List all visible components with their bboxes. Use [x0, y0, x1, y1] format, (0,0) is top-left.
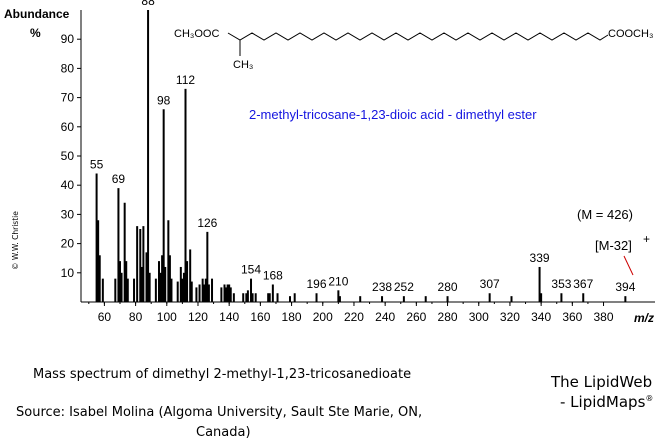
y-axis-title: Abundance: [4, 7, 70, 21]
peak-label: 126: [197, 216, 217, 230]
peak-label: 154: [241, 263, 261, 277]
fragment-superscript: +: [643, 232, 650, 246]
peak-label: 394: [615, 280, 635, 294]
y-tick-label: 50: [61, 149, 75, 163]
peak-label: 55: [90, 158, 104, 172]
x-tick-label: 360: [562, 310, 582, 324]
peak-label: 339: [530, 251, 550, 265]
x-tick-label: 60: [98, 310, 112, 324]
x-tick-label: 80: [129, 310, 143, 324]
x-tick-label: 160: [250, 310, 270, 324]
x-tick-label: 240: [375, 310, 395, 324]
peaks-layer: [95, 10, 627, 302]
x-tick-label: 320: [500, 310, 520, 324]
x-tick-label: 220: [344, 310, 364, 324]
x-tick-label: 340: [531, 310, 551, 324]
registered-mark: ®: [645, 394, 654, 403]
x-axis-title: m/z: [634, 311, 654, 325]
fragment-label: [M-32]: [595, 238, 632, 253]
x-tick-label: 380: [594, 310, 614, 324]
peak-label: 88: [141, 0, 155, 8]
source-line-1: Source: Isabel Molina (Algoma University…: [16, 405, 423, 420]
peak-label: 353: [551, 277, 571, 291]
peak-label: 69: [112, 172, 126, 186]
peak-label: 196: [307, 277, 327, 291]
peak-label: 112: [176, 73, 195, 87]
brand-line-2-text: - LipidMaps: [560, 393, 646, 411]
source-line-2: Canada): [196, 425, 251, 440]
x-tick-label: 260: [406, 310, 426, 324]
x-tick-label: 120: [188, 310, 208, 324]
y-tick-label: 80: [61, 61, 75, 75]
axes-layer: [80, 10, 655, 303]
y-tick-label: 70: [61, 91, 75, 105]
peak-label: 307: [480, 277, 500, 291]
x-tick-label: 300: [469, 310, 489, 324]
x-tick-label: 200: [313, 310, 333, 324]
peak-label: 168: [263, 268, 283, 282]
y-tick-label: 90: [61, 32, 75, 46]
brand-line-1: The LipidWeb: [551, 373, 653, 391]
ticks-layer: 60 80 100 120 140 160 180 200 220 240 260 280 300 320…: [61, 32, 614, 324]
peak-label: 98: [157, 93, 171, 107]
structure-skeleton: [227, 32, 609, 41]
x-tick-label: 100: [157, 310, 177, 324]
peak-label: 210: [328, 274, 348, 288]
brand-line-2: - LipidMaps®: [560, 393, 653, 411]
structure-diagram: CH₃OOC CH₃ COOCH₃: [174, 28, 653, 71]
peak-label: 280: [438, 280, 458, 294]
molecular-ion-label: (M = 426): [577, 207, 633, 222]
y-axis-unit: %: [30, 26, 41, 40]
y-tick-label: 10: [61, 266, 75, 280]
structure-branch-group: CH₃: [233, 59, 253, 71]
figure-caption: Mass spectrum of dimethyl 2-methyl-1,23-…: [33, 367, 412, 382]
x-tick-label: 140: [219, 310, 239, 324]
y-tick-label: 30: [61, 207, 75, 221]
mass-spectrum-chart: 60 80 100 120 140 160 180 200 220 240 260 280 300 320…: [4, 0, 655, 325]
x-tick-label: 280: [438, 310, 458, 324]
y-tick-label: 60: [61, 120, 75, 134]
x-tick-label: 180: [282, 310, 302, 324]
structure-left-group: CH₃OOC: [174, 28, 219, 40]
peak-label: 238: [372, 280, 392, 294]
fragment-pointer-line: [623, 255, 634, 276]
peak-label: 252: [394, 280, 414, 294]
copyright-text: © W.W. Christie: [11, 211, 20, 270]
compound-name: 2-methyl-tricosane-1,23-dioic acid - dim…: [249, 107, 537, 122]
y-tick-label: 40: [61, 178, 75, 192]
peak-label: 367: [573, 277, 593, 291]
y-tick-label: 20: [61, 237, 75, 251]
structure-right-group: COOCH₃: [608, 28, 653, 40]
